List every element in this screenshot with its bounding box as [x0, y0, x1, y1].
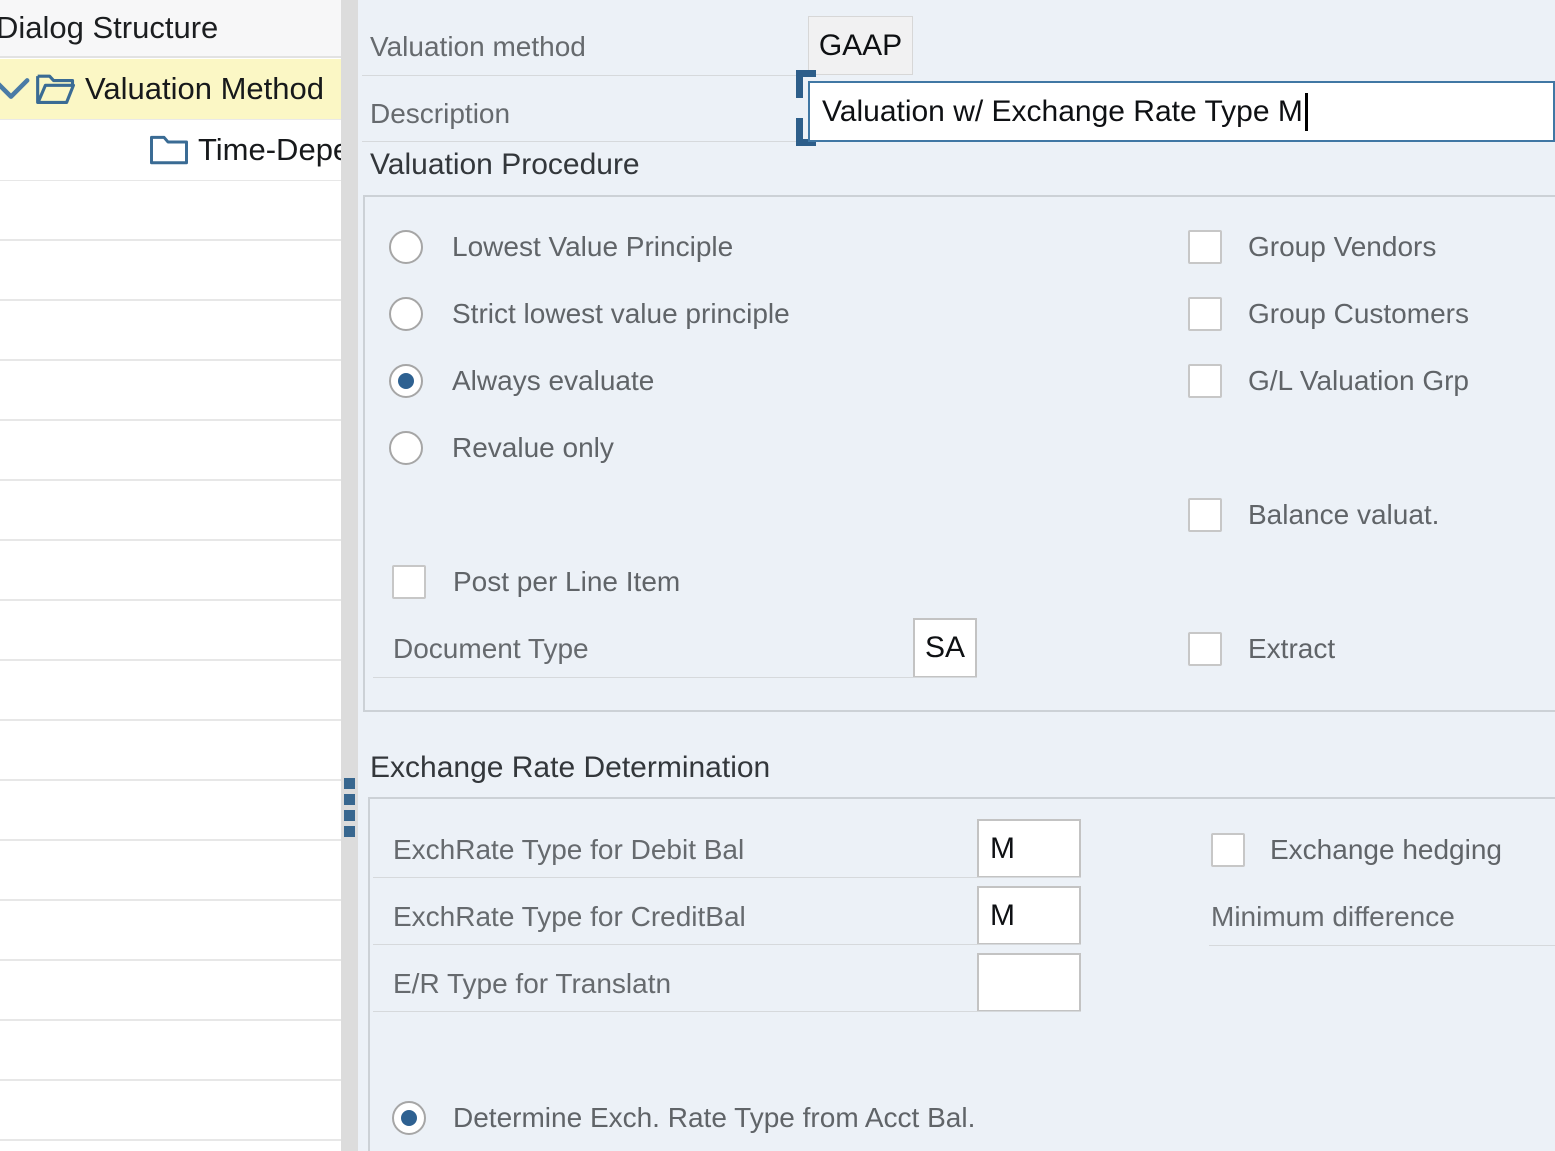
radio-lowest-value-principle[interactable]: Lowest Value Principle [389, 230, 733, 264]
checkbox-label: Balance valuat. [1248, 499, 1440, 530]
exchange-rate-determination-title: Exchange Rate Determination [370, 751, 771, 784]
checkbox-group-vendors[interactable]: Group Vendors [1188, 230, 1436, 264]
exchrate-credit-field[interactable]: M [977, 886, 1081, 945]
radio-icon[interactable] [389, 230, 423, 264]
radio-icon-selected[interactable] [392, 1101, 426, 1135]
checkbox-extract[interactable]: Extract [1188, 632, 1335, 666]
minimum-difference-label: Minimum difference [1211, 901, 1455, 932]
radio-icon[interactable] [389, 297, 423, 331]
row-divider [373, 877, 1081, 878]
panel-splitter[interactable] [341, 0, 358, 1151]
checkbox-label: Group Customers [1248, 298, 1469, 329]
checkbox-label: G/L Valuation Grp [1248, 365, 1470, 396]
valuation-procedure-groupbox [363, 195, 1555, 712]
text-caret [1304, 92, 1308, 131]
checkbox-post-per-line-item[interactable]: Post per Line Item [392, 565, 680, 599]
tree-item-label[interactable]: Time-Dependent [198, 132, 341, 167]
er-type-translation-field[interactable] [977, 953, 1081, 1012]
row-divider [373, 677, 977, 678]
radio-label: Always evaluate [452, 365, 655, 396]
checkbox-icon[interactable] [1211, 833, 1245, 867]
exchrate-credit-label: ExchRate Type for CreditBal [393, 901, 746, 932]
chevron-down-icon[interactable] [0, 76, 30, 102]
radio-icon[interactable] [389, 431, 423, 465]
tree-item-label[interactable]: Valuation Method [85, 71, 324, 106]
checkbox-label: Post per Line Item [453, 566, 681, 597]
tree-item-valuation-method[interactable]: Valuation Method [0, 59, 341, 120]
focus-corner-top-icon [796, 70, 816, 98]
tree-empty-rows [0, 181, 341, 1151]
closed-folder-icon [148, 132, 190, 168]
valuation-method-label: Valuation method [370, 31, 586, 62]
checkbox-icon[interactable] [1188, 498, 1222, 532]
radio-icon-selected[interactable] [389, 364, 423, 398]
checkbox-icon[interactable] [1188, 230, 1222, 264]
checkbox-balance-valuation[interactable]: Balance valuat. [1188, 498, 1439, 532]
tree-item-time-dependent[interactable]: Time-Dependent [0, 120, 341, 181]
document-type-field[interactable]: SA [913, 618, 977, 678]
valuation-method-detail-panel: Valuation method GAAP Description Valuat… [358, 0, 1555, 1151]
checkbox-group-customers[interactable]: Group Customers [1188, 297, 1469, 331]
valuation-procedure-title: Valuation Procedure [370, 148, 640, 181]
checkbox-icon[interactable] [392, 565, 426, 599]
description-field-text: Valuation w/ Exchange Rate Type M [822, 94, 1303, 128]
er-type-translation-label: E/R Type for Translatn [393, 968, 672, 999]
radio-determine-exch-rate-type[interactable]: Determine Exch. Rate Type from Acct Bal. [392, 1101, 975, 1135]
radio-always-evaluate[interactable]: Always evaluate [389, 364, 654, 398]
radio-label: Revalue only [452, 432, 614, 463]
splitter-grip-icon[interactable] [344, 778, 355, 837]
row-divider [362, 75, 808, 76]
focus-corner-bottom-icon [796, 118, 816, 146]
dialog-structure-title: Dialog Structure [0, 0, 341, 58]
description-label: Description [370, 98, 511, 129]
radio-label: Determine Exch. Rate Type from Acct Bal. [453, 1102, 976, 1133]
checkbox-label: Group Vendors [1248, 231, 1437, 262]
minimum-difference-divider [1209, 945, 1555, 946]
radio-label: Lowest Value Principle [452, 231, 734, 262]
open-folder-icon [34, 70, 78, 108]
row-divider [373, 1011, 1081, 1012]
row-divider [362, 141, 796, 142]
checkbox-icon[interactable] [1188, 364, 1222, 398]
checkbox-exchange-hedging[interactable]: Exchange hedging [1211, 833, 1502, 867]
checkbox-label: Exchange hedging [1270, 834, 1502, 865]
radio-strict-lowest-value[interactable]: Strict lowest value principle [389, 297, 790, 331]
exchange-rate-groupbox [368, 797, 1555, 1151]
checkbox-label: Extract [1248, 633, 1336, 664]
document-type-label: Document Type [393, 633, 589, 664]
exchrate-debit-label: ExchRate Type for Debit Bal [393, 834, 745, 865]
checkbox-icon[interactable] [1188, 632, 1222, 666]
checkbox-gl-valuation-grp[interactable]: G/L Valuation Grp [1188, 364, 1469, 398]
dialog-structure-panel: Dialog Structure Valuation Method [0, 0, 341, 1151]
checkbox-icon[interactable] [1188, 297, 1222, 331]
radio-revalue-only[interactable]: Revalue only [389, 431, 614, 465]
row-divider [373, 944, 1081, 945]
description-field[interactable]: Valuation w/ Exchange Rate Type M [808, 81, 1555, 142]
radio-label: Strict lowest value principle [452, 298, 790, 329]
valuation-method-field[interactable]: GAAP [808, 16, 913, 75]
dialog-structure-title-text: Dialog Structure [0, 10, 219, 45]
exchrate-debit-field[interactable]: M [977, 819, 1081, 878]
